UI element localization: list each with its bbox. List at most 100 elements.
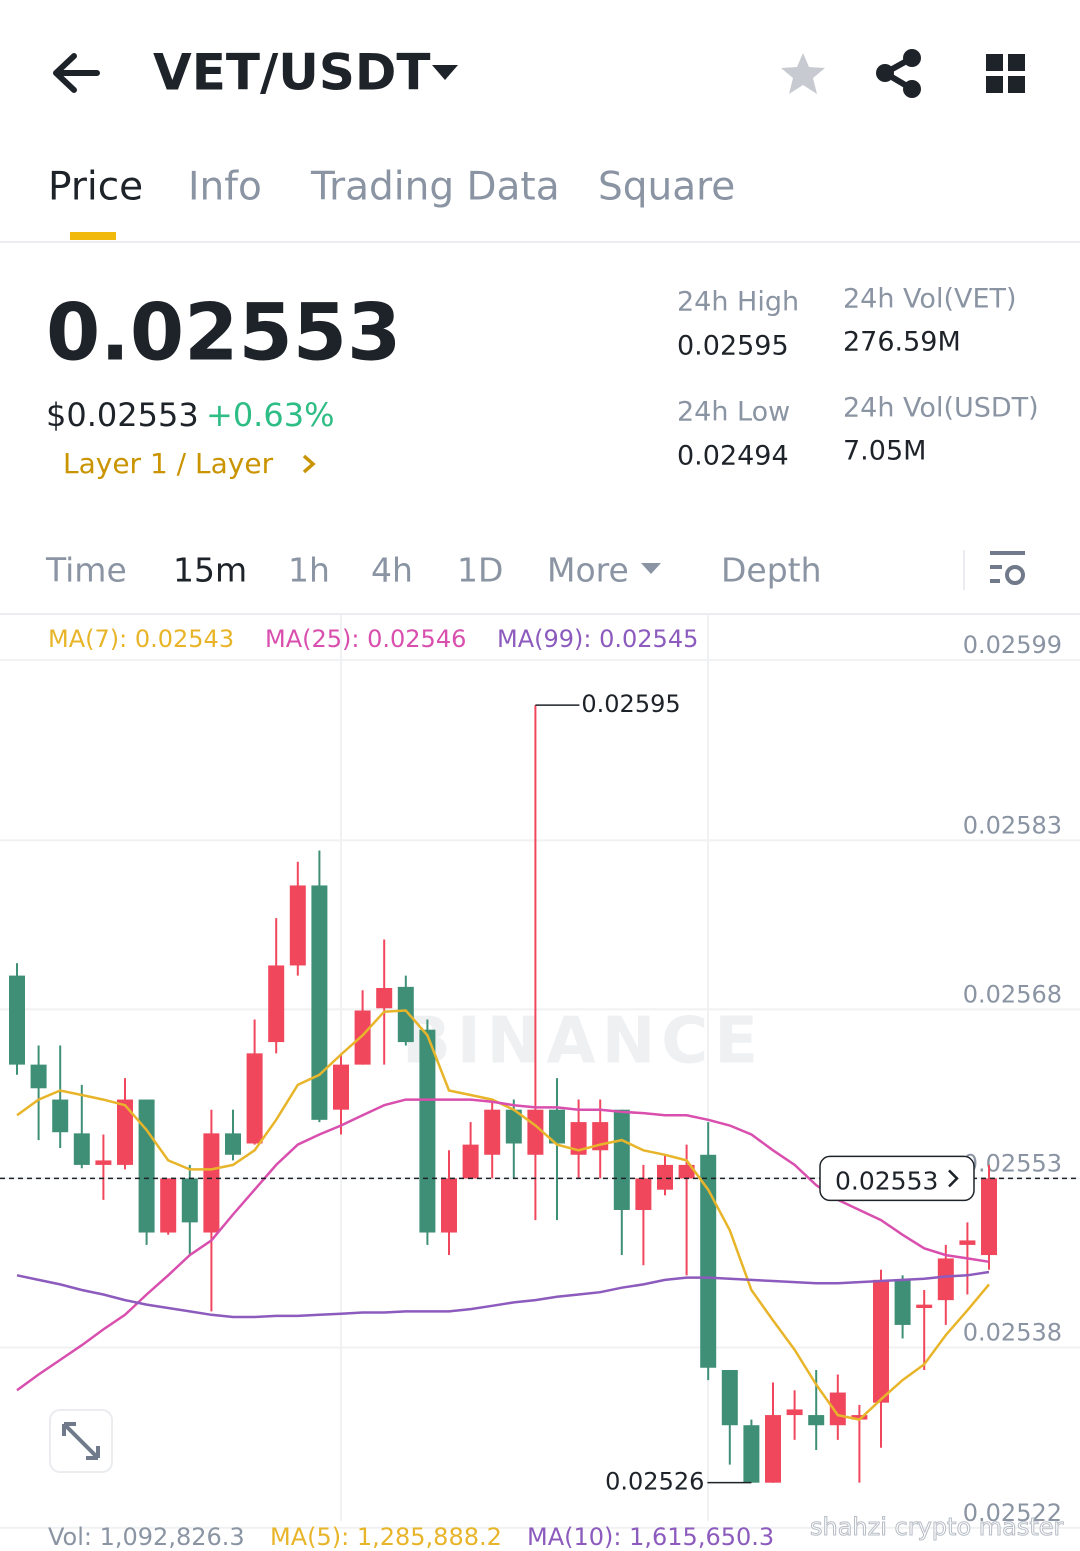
stat-value: 7.05M <box>843 436 926 467</box>
candle-body <box>657 1164 673 1190</box>
high-label: 0.02595 <box>581 690 680 718</box>
watermark: BINANCE <box>402 1005 764 1079</box>
candle-body <box>160 1178 177 1233</box>
grid-cell <box>1008 54 1025 71</box>
tab[interactable]: Price <box>48 165 143 210</box>
interval[interactable]: Depth <box>721 551 822 590</box>
stat-label: 24h Vol(USDT) <box>843 393 1039 424</box>
candle-body <box>138 1099 155 1233</box>
candle-body <box>397 986 414 1043</box>
candle-body <box>52 1099 69 1133</box>
candle-body <box>484 1109 501 1155</box>
candle-body <box>613 1109 630 1210</box>
candle-body <box>462 1144 479 1179</box>
candle-body <box>743 1425 760 1483</box>
share-button[interactable] <box>876 49 921 98</box>
candle-body <box>246 1053 263 1144</box>
share-dot <box>903 80 921 98</box>
credit: shahzi crypto master <box>810 1513 1064 1541</box>
candle-body <box>9 975 25 1065</box>
candle-body <box>203 1133 220 1233</box>
price-tag <box>819 1155 975 1202</box>
candle-body <box>678 1164 695 1179</box>
candle-body <box>765 1415 781 1483</box>
grid-cell <box>1008 76 1025 93</box>
price-tag-chevron <box>948 1169 959 1188</box>
expand-icon <box>62 1422 100 1460</box>
candle-body <box>570 1122 587 1155</box>
candle-body <box>376 987 393 1009</box>
interval[interactable]: Time <box>45 551 127 590</box>
y-tick-label: 0.02599 <box>963 631 1062 659</box>
category-tag[interactable]: Layer 1 / Layer <box>63 447 274 480</box>
grid-cell <box>986 76 1003 93</box>
pair-title[interactable]: VET/USDT <box>153 44 430 102</box>
share-dot <box>876 64 894 82</box>
grid-cell <box>986 54 1003 71</box>
interval[interactable]: 1D <box>457 551 503 590</box>
tab[interactable]: Square <box>598 165 735 210</box>
last-price: 0.02553 <box>46 288 401 378</box>
candle-body <box>225 1133 241 1155</box>
legend-entry: MA(7): 0.02543 <box>48 625 234 653</box>
tab[interactable]: Trading Data <box>310 165 560 210</box>
candle-body <box>95 1160 112 1165</box>
stat-value: 0.02595 <box>677 331 789 362</box>
volume-legend: MA(5): 1,285,888.2 <box>270 1523 502 1551</box>
tag-chevron[interactable] <box>302 454 316 474</box>
candle-body <box>505 1109 522 1144</box>
candle-body <box>981 1178 997 1256</box>
candle-body <box>916 1304 933 1309</box>
candle-body <box>289 885 306 966</box>
stat-label: 24h Low <box>677 397 790 428</box>
volume-legend: Vol: 1,092,826.3 <box>48 1523 245 1551</box>
price-change: +0.63% <box>206 396 334 434</box>
candle-body <box>354 1010 371 1065</box>
volume-legend: MA(10): 1,615,650.3 <box>527 1523 774 1551</box>
candle-body <box>635 1178 652 1210</box>
y-tick-label: 0.02553 <box>963 1149 1062 1177</box>
expand-button[interactable] <box>49 1409 113 1473</box>
back-button[interactable] <box>53 53 100 93</box>
candle-body <box>73 1133 90 1165</box>
usd-price: $0.02553 <box>46 396 199 434</box>
interval[interactable]: 4h <box>371 551 413 590</box>
ma-line <box>16 1270 990 1319</box>
legend-entry: MA(99): 0.02545 <box>497 625 698 653</box>
candle-body <box>937 1258 954 1301</box>
candle-body <box>268 965 285 1043</box>
candle-body <box>527 1109 544 1155</box>
tab-indicator <box>70 232 116 240</box>
legend-entry: MA(25): 0.02546 <box>265 625 466 653</box>
candle-body <box>441 1178 457 1233</box>
interval[interactable]: 1h <box>288 551 330 590</box>
y-tick-label: 0.02538 <box>963 1318 1062 1346</box>
low-label: 0.02526 <box>605 1468 704 1496</box>
candle-body <box>117 1099 133 1165</box>
favorite-star[interactable] <box>781 53 825 94</box>
y-tick-label: 0.02522 <box>963 1499 1062 1527</box>
stat-label: 24h High <box>677 287 799 318</box>
price-tag-text: 0.02553 <box>835 1166 938 1195</box>
stat-value: 276.59M <box>843 327 961 358</box>
candle-body <box>333 1064 349 1110</box>
more-caret[interactable] <box>641 563 661 574</box>
settings-gear <box>1005 565 1025 585</box>
stat-value: 0.02494 <box>677 441 789 472</box>
chart-settings[interactable] <box>990 551 1025 585</box>
interval[interactable]: 15m <box>173 551 247 590</box>
back-arrow <box>53 53 100 93</box>
stat-label: 24h Vol(VET) <box>843 284 1017 315</box>
candle-body <box>700 1154 717 1368</box>
menu-grid[interactable] <box>986 54 1025 93</box>
candle-body <box>894 1279 911 1325</box>
tab[interactable]: Info <box>188 165 262 210</box>
share-dot <box>903 49 921 67</box>
candle-body <box>808 1415 825 1426</box>
candle-body <box>721 1370 738 1426</box>
y-tick-label: 0.02568 <box>963 980 1062 1008</box>
candle-body <box>959 1240 976 1245</box>
interval[interactable]: More <box>547 551 629 590</box>
pair-caret[interactable] <box>432 65 458 80</box>
